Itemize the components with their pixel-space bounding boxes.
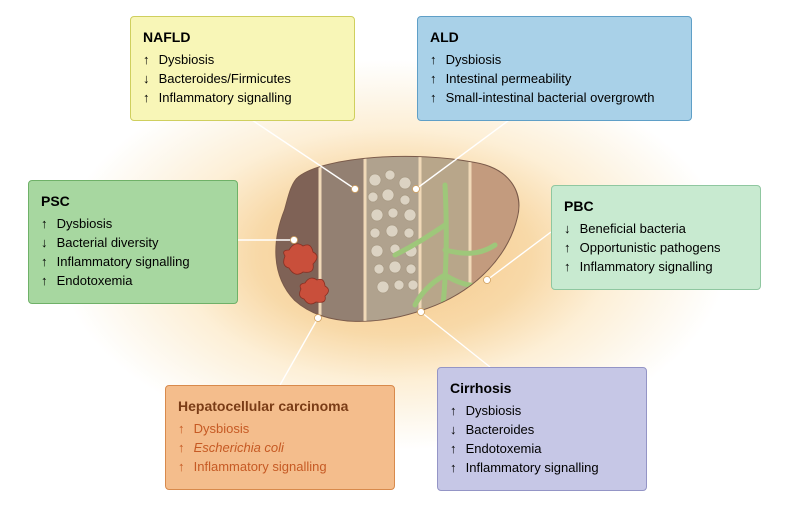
- up-arrow-icon: ↑: [41, 272, 53, 291]
- ald-title: ALD: [430, 27, 679, 47]
- pbc-item-text: Inflammatory signalling: [580, 259, 713, 274]
- nafld-item: ↓ Bacteroides/Firmicutes: [143, 70, 342, 89]
- up-arrow-icon: ↑: [41, 215, 53, 234]
- up-arrow-icon: ↑: [564, 239, 576, 258]
- up-arrow-icon: ↑: [178, 458, 190, 477]
- hcc-title: Hepatocellular carcinoma: [178, 396, 382, 416]
- connector-dot: [352, 186, 359, 193]
- ald-box: ALD ↑ Dysbiosis↑ Intestinal permeability…: [417, 16, 692, 121]
- cirr-item: ↓ Bacteroides: [450, 421, 634, 440]
- connector-line: [416, 112, 520, 189]
- hcc-item: ↑ Inflammatory signalling: [178, 458, 382, 477]
- cirr-item-text: Inflammatory signalling: [466, 460, 599, 475]
- hcc-item-text: Escherichia coli: [194, 440, 284, 455]
- psc-box: PSC ↑ Dysbiosis↓ Bacterial diversity↑ In…: [28, 180, 238, 304]
- ald-item-text: Small-intestinal bacterial overgrowth: [446, 90, 655, 105]
- pbc-item: ↓ Beneficial bacteria: [564, 220, 748, 239]
- cirr-item: ↑ Dysbiosis: [450, 402, 634, 421]
- cirrhosis-box: Cirrhosis ↑ Dysbiosis↓ Bacteroides↑ Endo…: [437, 367, 647, 491]
- psc-item: ↑ Dysbiosis: [41, 215, 225, 234]
- up-arrow-icon: ↑: [450, 402, 462, 421]
- psc-item: ↑ Inflammatory signalling: [41, 253, 225, 272]
- up-arrow-icon: ↑: [143, 51, 155, 70]
- cirrhosis-title: Cirrhosis: [450, 378, 634, 398]
- up-arrow-icon: ↑: [41, 253, 53, 272]
- connector-line: [280, 318, 318, 385]
- down-arrow-icon: ↓: [143, 70, 155, 89]
- pbc-box: PBC ↓ Beneficial bacteria↑ Opportunistic…: [551, 185, 761, 290]
- cirr-item-text: Bacteroides: [466, 422, 535, 437]
- psc-item-text: Dysbiosis: [57, 216, 113, 231]
- down-arrow-icon: ↓: [450, 421, 462, 440]
- connector-line: [240, 112, 355, 189]
- hcc-item: ↑ Escherichia coli: [178, 439, 382, 458]
- up-arrow-icon: ↑: [450, 459, 462, 478]
- connector-dot: [413, 186, 420, 193]
- ald-item-text: Intestinal permeability: [446, 71, 572, 86]
- psc-item-text: Endotoxemia: [57, 273, 133, 288]
- up-arrow-icon: ↑: [430, 89, 442, 108]
- pbc-item-text: Opportunistic pathogens: [580, 240, 721, 255]
- down-arrow-icon: ↓: [564, 220, 576, 239]
- up-arrow-icon: ↑: [430, 70, 442, 89]
- up-arrow-icon: ↑: [178, 439, 190, 458]
- psc-title: PSC: [41, 191, 225, 211]
- down-arrow-icon: ↓: [41, 234, 53, 253]
- up-arrow-icon: ↑: [178, 420, 190, 439]
- connector-line: [487, 232, 551, 280]
- cirr-item-text: Dysbiosis: [466, 403, 522, 418]
- connector-dot: [418, 309, 425, 316]
- psc-item: ↑ Endotoxemia: [41, 272, 225, 291]
- cirr-item: ↑ Inflammatory signalling: [450, 459, 634, 478]
- nafld-item-text: Bacteroides/Firmicutes: [159, 71, 291, 86]
- pbc-title: PBC: [564, 196, 748, 216]
- up-arrow-icon: ↑: [143, 89, 155, 108]
- psc-item-text: Bacterial diversity: [57, 235, 159, 250]
- psc-item: ↓ Bacterial diversity: [41, 234, 225, 253]
- connector-dot: [484, 277, 491, 284]
- nafld-item-text: Inflammatory signalling: [159, 90, 292, 105]
- nafld-item: ↑ Inflammatory signalling: [143, 89, 342, 108]
- nafld-title: NAFLD: [143, 27, 342, 47]
- up-arrow-icon: ↑: [450, 440, 462, 459]
- diagram-stage: NAFLD ↑ Dysbiosis↓ Bacteroides/Firmicute…: [0, 0, 787, 510]
- nafld-item: ↑ Dysbiosis: [143, 51, 342, 70]
- psc-item-text: Inflammatory signalling: [57, 254, 190, 269]
- ald-item-text: Dysbiosis: [446, 52, 502, 67]
- pbc-item: ↑ Opportunistic pathogens: [564, 239, 748, 258]
- pbc-item-text: Beneficial bacteria: [580, 221, 686, 236]
- ald-item: ↑ Dysbiosis: [430, 51, 679, 70]
- connector-dot: [315, 315, 322, 322]
- hcc-item: ↑ Dysbiosis: [178, 420, 382, 439]
- hcc-box: Hepatocellular carcinoma ↑ Dysbiosis↑ Es…: [165, 385, 395, 490]
- nafld-box: NAFLD ↑ Dysbiosis↓ Bacteroides/Firmicute…: [130, 16, 355, 121]
- cirr-item-text: Endotoxemia: [466, 441, 542, 456]
- hcc-item-text: Inflammatory signalling: [194, 459, 327, 474]
- nafld-item-text: Dysbiosis: [159, 52, 215, 67]
- connector-dot: [291, 237, 298, 244]
- up-arrow-icon: ↑: [430, 51, 442, 70]
- ald-item: ↑ Small-intestinal bacterial overgrowth: [430, 89, 679, 108]
- pbc-item: ↑ Inflammatory signalling: [564, 258, 748, 277]
- up-arrow-icon: ↑: [564, 258, 576, 277]
- cirr-item: ↑ Endotoxemia: [450, 440, 634, 459]
- hcc-item-text: Dysbiosis: [194, 421, 250, 436]
- ald-item: ↑ Intestinal permeability: [430, 70, 679, 89]
- connector-line: [421, 312, 490, 367]
